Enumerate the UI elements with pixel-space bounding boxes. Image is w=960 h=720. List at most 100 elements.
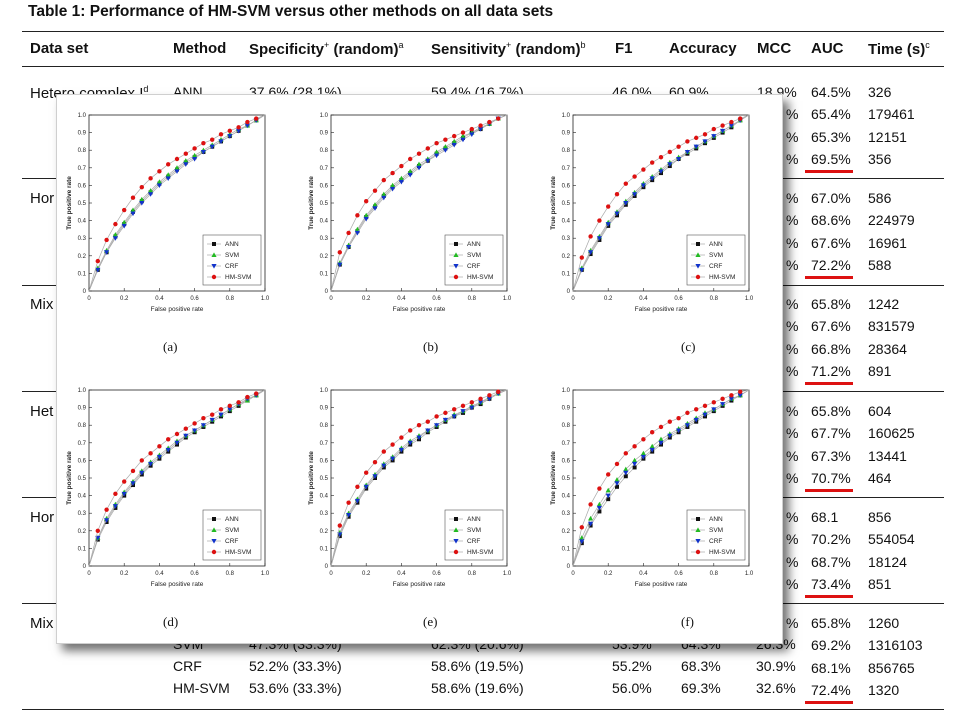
cell-auc: 65.3%	[811, 129, 851, 145]
y-tick-label: 0	[83, 289, 87, 295]
marker-circle	[183, 426, 188, 431]
marker-triangle-down	[130, 481, 136, 486]
marker-circle	[192, 421, 197, 426]
cell-time: 28364	[868, 341, 907, 357]
marker-circle	[478, 123, 483, 128]
legend-label: HM-SVM	[467, 549, 493, 556]
y-axis-label: True positive rate	[550, 451, 557, 505]
marker-triangle-down	[605, 222, 611, 227]
legend-label: ANN	[225, 241, 239, 248]
marker-triangle-down	[588, 250, 594, 255]
marker-circle	[210, 412, 215, 417]
best-auc-underline	[805, 595, 853, 598]
marker-circle	[606, 472, 611, 477]
marker-triangle-down	[667, 162, 673, 167]
marker-triangle-down	[398, 179, 404, 185]
y-tick-label: 0.9	[320, 406, 329, 412]
marker-triangle	[695, 527, 701, 532]
mcc-clipped-percent: %	[786, 363, 799, 379]
marker-triangle-down	[200, 423, 206, 428]
marker-triangle-down	[702, 412, 708, 418]
marker-triangle-down	[720, 402, 726, 407]
x-tick-label: 0	[329, 571, 333, 577]
y-tick-label: 0.5	[562, 201, 571, 207]
cell-f1: 55.2%	[612, 658, 652, 674]
mcc-clipped-percent: %	[786, 403, 799, 419]
best-auc-underline	[805, 382, 853, 385]
cell-method: HM-SVM	[173, 680, 230, 696]
marker-circle	[738, 389, 743, 394]
marker-triangle-down	[337, 532, 343, 537]
x-tick-label: 0.4	[155, 296, 164, 302]
marker-triangle-down	[451, 414, 457, 419]
cell-auc: 72.4%	[811, 682, 851, 698]
x-tick-label: 0	[329, 296, 333, 302]
cell-time: 1316103	[868, 637, 923, 653]
marker-circle	[452, 407, 457, 412]
marker-circle	[496, 389, 501, 394]
y-tick-label: 0	[567, 564, 571, 570]
cell-time: 12151	[868, 129, 907, 145]
y-tick-label: 0.5	[562, 476, 571, 482]
marker-circle	[122, 207, 127, 213]
marker-circle	[729, 119, 734, 125]
x-tick-label: 1.0	[261, 296, 270, 302]
x-axis-label: False positive rate	[151, 306, 204, 313]
marker-triangle-down	[588, 521, 594, 527]
y-tick-label: 0.8	[562, 148, 571, 154]
marker-circle	[245, 394, 250, 400]
marker-square	[454, 242, 458, 246]
x-tick-label: 0.2	[604, 296, 613, 302]
marker-triangle-down	[640, 454, 646, 460]
y-tick-label: 0.3	[78, 236, 87, 242]
x-tick-label: 1.0	[745, 296, 754, 302]
legend-label: SVM	[467, 527, 481, 534]
marker-circle	[694, 135, 699, 141]
data-set-label: Hor	[30, 190, 55, 207]
cell-time: 18124	[868, 554, 907, 570]
y-tick-label: 0.8	[562, 423, 571, 429]
header-data-set: Data set	[30, 40, 89, 57]
x-tick-label: 0.2	[362, 296, 371, 302]
y-tick-label: 0.3	[78, 511, 87, 517]
y-tick-label: 0.1	[562, 271, 571, 277]
mcc-clipped-percent: %	[786, 190, 799, 206]
mcc-clipped-percent: %	[786, 129, 799, 145]
marker-triangle-down	[346, 245, 352, 250]
marker-circle	[201, 415, 206, 421]
marker-triangle-down	[695, 264, 701, 269]
marker-triangle-down	[486, 396, 492, 402]
cell-auc: 67.3%	[811, 448, 851, 464]
marker-triangle-down	[363, 484, 369, 490]
marker-triangle-down	[632, 461, 638, 467]
x-tick-label: 0	[87, 571, 91, 577]
cell-time: 604	[868, 403, 892, 419]
marker-circle	[227, 128, 232, 134]
marker-triangle-down	[442, 417, 448, 423]
marker-circle	[597, 486, 602, 491]
header-method: Method	[173, 40, 227, 57]
cell-time: 831579	[868, 318, 915, 334]
cell-auc: 64.5%	[811, 84, 851, 100]
marker-triangle-down	[640, 183, 646, 188]
marker-circle	[355, 484, 360, 489]
y-tick-label: 0.1	[78, 546, 87, 552]
y-tick-label: 0.5	[320, 201, 329, 207]
marker-triangle-down	[381, 195, 387, 201]
x-tick-label: 0.6	[190, 571, 199, 577]
marker-triangle	[156, 179, 162, 184]
marker-circle	[166, 437, 171, 442]
marker-circle	[364, 199, 369, 204]
marker-circle	[729, 393, 734, 398]
marker-triangle	[605, 487, 611, 493]
marker-square	[212, 517, 216, 521]
mcc-clipped-percent: %	[786, 212, 799, 228]
marker-triangle-down	[121, 491, 127, 497]
data-set-label: Mix	[30, 296, 54, 313]
marker-circle	[355, 213, 360, 218]
marker-circle	[676, 415, 681, 421]
y-tick-label: 0.6	[320, 458, 329, 464]
marker-circle	[254, 116, 259, 121]
marker-triangle-down	[623, 201, 629, 206]
cell-time: 16961	[868, 235, 907, 251]
